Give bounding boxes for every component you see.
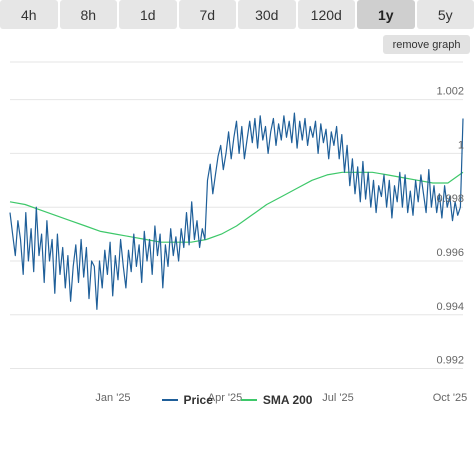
x-tick-label: Apr '25: [208, 392, 243, 404]
price-line: [9, 112, 464, 310]
tab-1y[interactable]: 1y: [357, 0, 415, 29]
y-tick-label: 0.996: [436, 247, 464, 259]
legend-label-price: Price: [183, 393, 213, 407]
y-tick-label: 0.998: [436, 193, 464, 205]
tab-30d[interactable]: 30d: [238, 0, 296, 29]
sma-200-line: [9, 171, 464, 243]
tab-7d[interactable]: 7d: [178, 0, 236, 29]
tab-1d[interactable]: 1d: [119, 0, 177, 29]
y-tick-label: 0.992: [436, 355, 464, 367]
x-tick-label: Oct '25: [433, 392, 468, 404]
y-axis: 0.992 0.994 0.996 0.998 1 1.002: [436, 86, 464, 367]
grid: [10, 61, 463, 370]
x-tick-label: Jul '25: [322, 392, 353, 404]
legend-label-sma: SMA 200: [262, 393, 313, 407]
x-tick-label: Jan '25: [95, 392, 130, 404]
y-tick-label: 0.994: [436, 301, 464, 313]
legend-item-price[interactable]: Price: [161, 393, 213, 407]
timeframe-tabs: 4h 8h 1d 7d 30d 120d 1y 5y: [0, 0, 474, 30]
chart-legend: Price SMA 200: [0, 393, 474, 407]
legend-swatch-price: [161, 399, 178, 401]
tab-8h[interactable]: 8h: [59, 0, 117, 29]
remove-graph-button[interactable]: remove graph: [383, 35, 470, 54]
tab-5y[interactable]: 5y: [416, 0, 474, 29]
y-tick-label: 1.002: [436, 86, 464, 98]
series: [9, 112, 464, 310]
legend-item-sma[interactable]: SMA 200: [240, 393, 313, 407]
y-tick-label: 1: [458, 139, 464, 151]
legend-swatch-sma: [240, 399, 257, 401]
tab-120d[interactable]: 120d: [297, 0, 355, 29]
x-axis: Jan '25 Apr '25 Jul '25 Oct '25: [95, 392, 467, 404]
tab-4h[interactable]: 4h: [0, 0, 58, 29]
